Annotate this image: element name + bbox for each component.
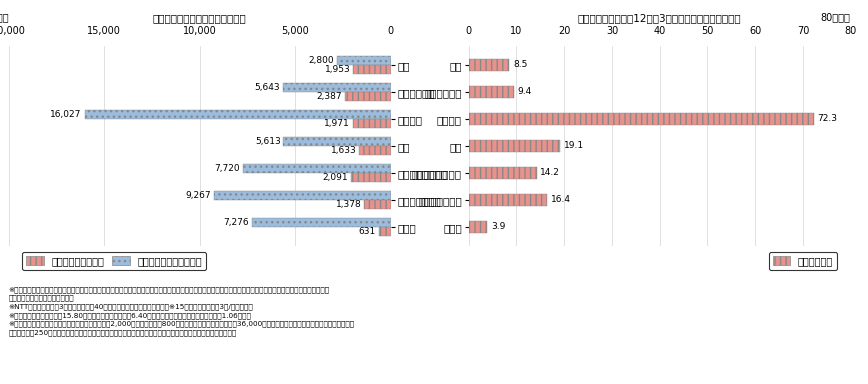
Bar — [252, 218, 391, 227]
Bar — [469, 59, 510, 71]
Text: 1,971: 1,971 — [325, 119, 350, 128]
Text: 8.5: 8.5 — [513, 60, 528, 70]
Text: 16,027: 16,027 — [50, 110, 82, 119]
Bar — [469, 140, 560, 152]
Text: 2,387: 2,387 — [317, 92, 342, 101]
Text: 72.3: 72.3 — [818, 114, 838, 123]
Bar — [337, 56, 391, 65]
Bar — [378, 227, 391, 236]
Bar — [84, 110, 391, 119]
Bar — [243, 164, 391, 173]
Text: ※各都市とも月額基本料金に一定の通話料金を含むプランや通話料が通話間、通信距離によらないプランなど多様な料金体系が導入されており、月額料金による単
　純な比較は: ※各都市とも月額基本料金に一定の通話料金を含むプランや通話料が通話間、通信距離に… — [9, 286, 355, 336]
Text: 1,953: 1,953 — [325, 65, 351, 74]
Bar — [345, 92, 391, 101]
Text: 2,091: 2,091 — [322, 173, 348, 182]
Bar — [284, 137, 391, 146]
Bar — [283, 83, 391, 92]
Text: 5,613: 5,613 — [255, 137, 280, 146]
Text: 80（円）: 80（円） — [821, 12, 851, 22]
Bar — [365, 200, 391, 209]
Bar — [351, 173, 391, 182]
Bar — [353, 65, 391, 74]
Text: 7,276: 7,276 — [223, 218, 249, 227]
Text: 9,267: 9,267 — [185, 191, 211, 200]
Text: （円）: （円） — [0, 12, 9, 22]
Bar — [469, 194, 547, 206]
Text: 16.4: 16.4 — [551, 195, 571, 204]
Text: 1,633: 1,633 — [331, 146, 357, 155]
Bar — [359, 146, 391, 155]
Bar — [469, 113, 814, 125]
Bar — [353, 119, 391, 128]
Text: 9.4: 9.4 — [517, 88, 532, 96]
Legend: 市内通話料金: 市内通話料金 — [769, 252, 837, 270]
Bar — [469, 167, 536, 179]
Title: 市内通話料金（平日12時に3分間通話した場合の料金）: 市内通話料金（平日12時に3分間通話した場合の料金） — [578, 13, 741, 23]
Text: 14.2: 14.2 — [540, 169, 560, 177]
Text: 19.1: 19.1 — [563, 141, 584, 151]
Text: 5,643: 5,643 — [254, 83, 280, 92]
Text: 2,800: 2,800 — [309, 56, 334, 65]
Bar — [214, 191, 391, 200]
Title: 住宅用の加入時一時金・基本料金: 住宅用の加入時一時金・基本料金 — [153, 13, 247, 23]
Bar — [469, 86, 514, 98]
Text: 7,720: 7,720 — [214, 164, 240, 173]
Bar — [469, 221, 487, 233]
Text: 3.9: 3.9 — [491, 222, 505, 232]
Legend: 基本料金（住宅用）, 加入時一時金（住宅用）: 基本料金（住宅用）, 加入時一時金（住宅用） — [23, 252, 206, 270]
Text: 631: 631 — [358, 227, 376, 236]
Text: 1,378: 1,378 — [336, 200, 361, 209]
